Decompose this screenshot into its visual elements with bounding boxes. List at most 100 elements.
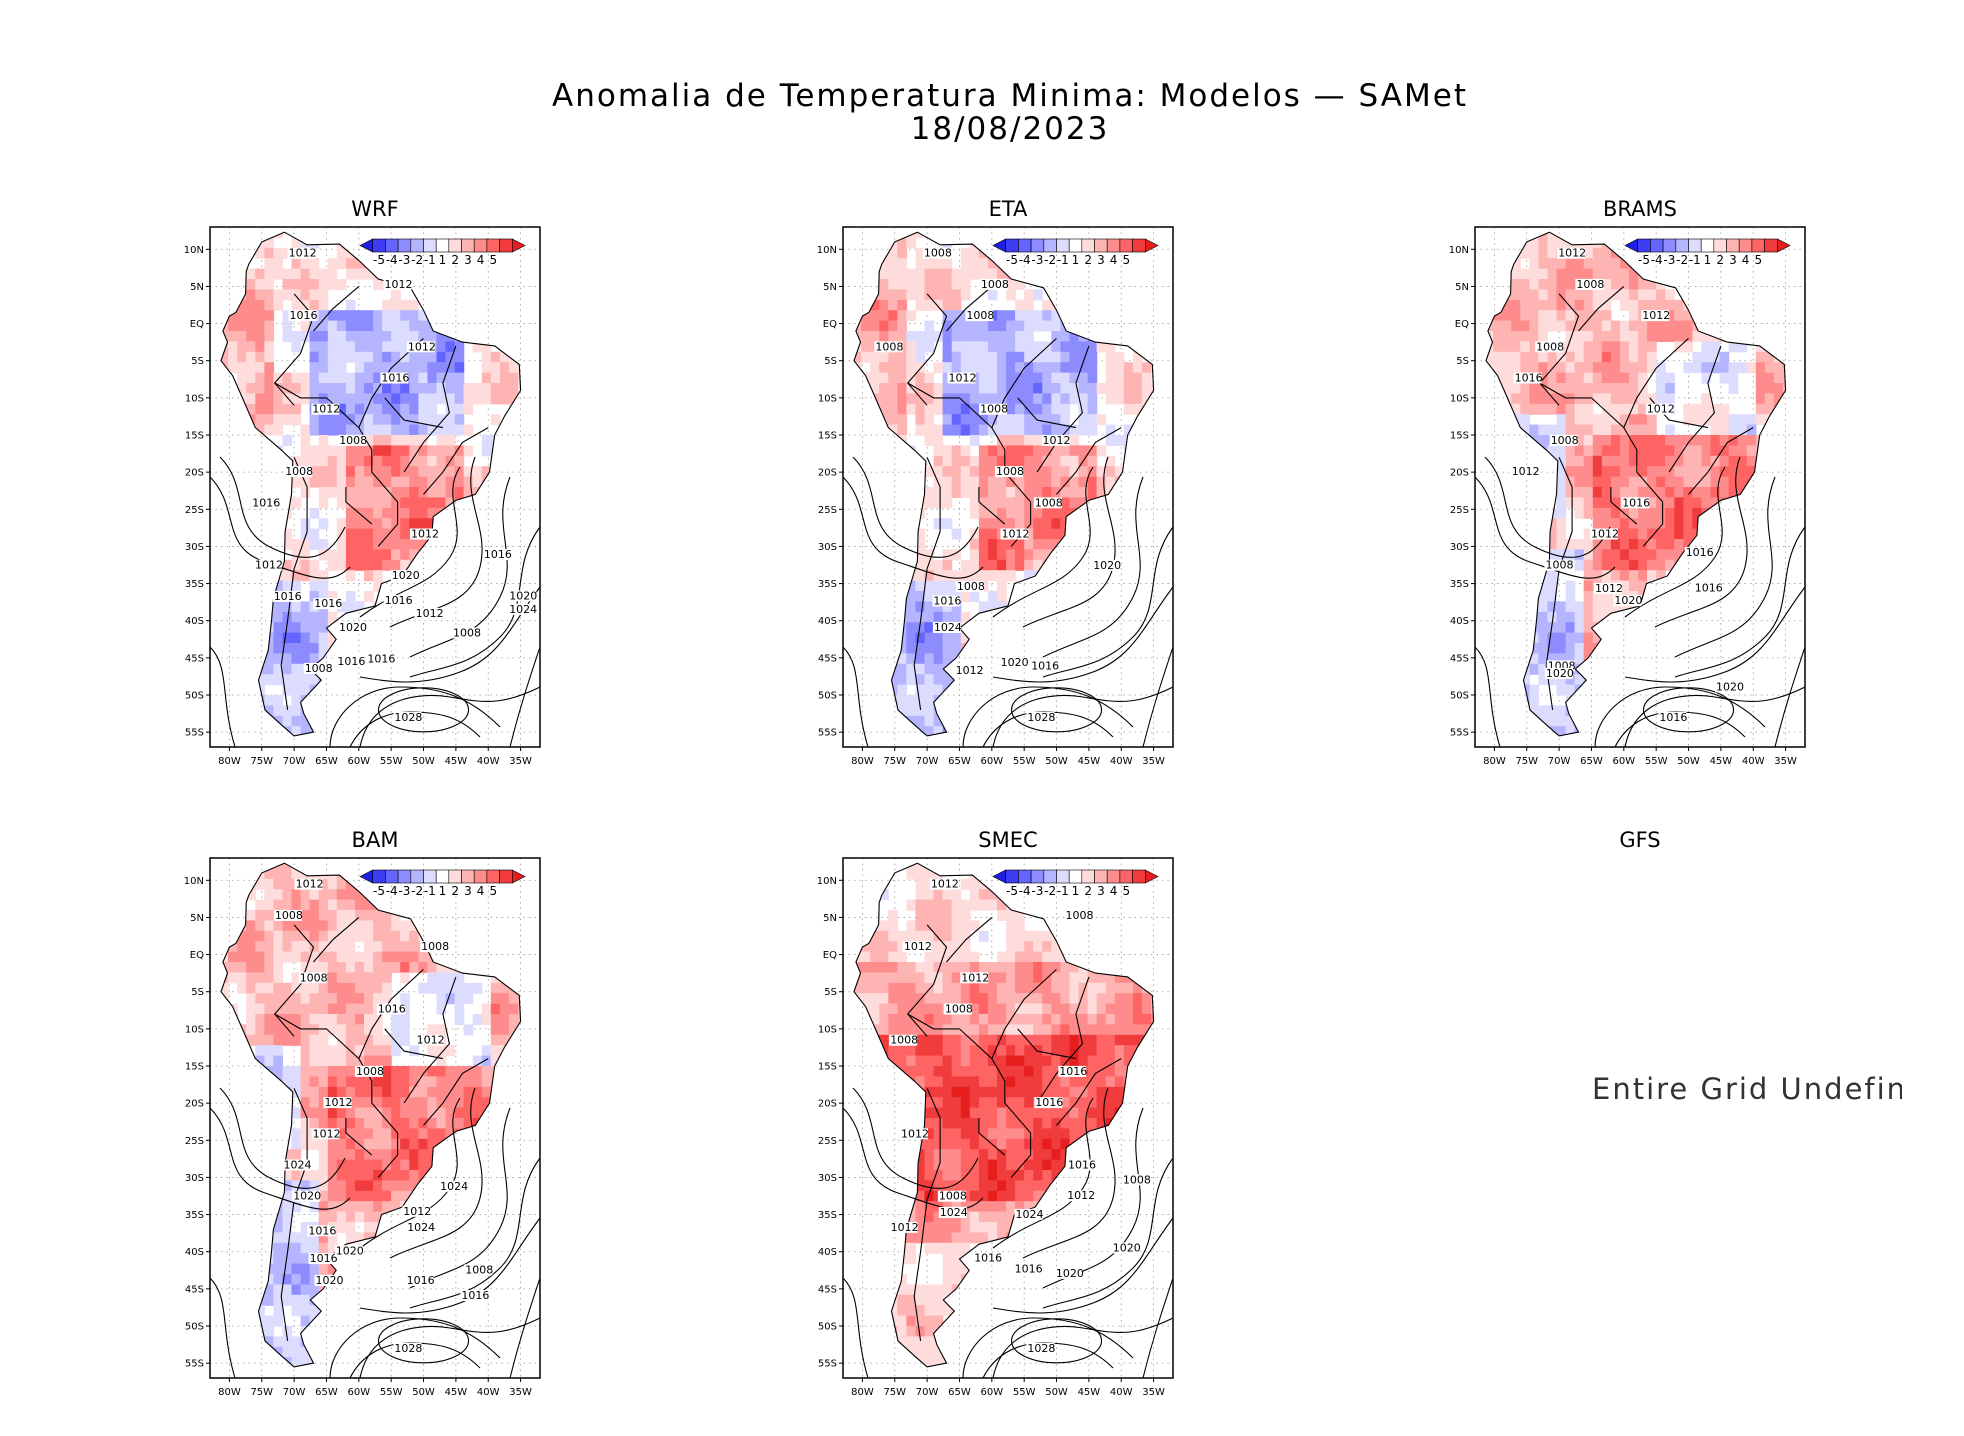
lat-tick-label: 20S (818, 1099, 837, 1110)
colorbar-label: -5 (373, 884, 385, 898)
isobar-label: 1008 (1035, 496, 1063, 509)
isobar-label: 1016 (1031, 660, 1059, 673)
isobar-labels: 1012 1008 1008 1008 1016 1012 1008 1012 1012 1024… (273, 878, 493, 1355)
isobar-label: 1008 (1123, 1173, 1151, 1186)
isobar-label-bg (311, 403, 340, 415)
isobar-label-bg (1594, 582, 1622, 594)
colorbar-label: 2 (451, 884, 459, 898)
isobar-label: 1008 (957, 580, 985, 593)
isobar-label-bg (292, 1190, 321, 1202)
isobar-label-bg (1033, 497, 1062, 509)
lat-tick-label: 5S (824, 987, 837, 998)
isobar-label: 1012 (1595, 582, 1623, 595)
isobar-label: 1020 (1001, 656, 1029, 669)
isobar-label: 1016 (407, 1274, 435, 1287)
isobar-label: 1008 (339, 434, 367, 447)
colorbar-label: -2 (1044, 253, 1056, 267)
lat-tick-label: 45S (1450, 653, 1469, 664)
isobar-label: 1016 (367, 652, 395, 665)
lat-tick-label: 25S (818, 1136, 837, 1147)
lat-tick-label: 30S (1450, 542, 1469, 553)
isobar-label: 1008 (421, 940, 449, 953)
lat-tick-label: 50S (818, 691, 837, 702)
isobar-label-bg (334, 1245, 363, 1257)
isobar-label: 1016 (1695, 582, 1723, 595)
isobar-labels: 1012101210161012101610121008100810161012… (251, 247, 537, 724)
colorbar-swatch (1726, 238, 1740, 253)
lon-tick-label: 75W (250, 1387, 273, 1398)
isobar-label: 1012 (385, 278, 413, 291)
isobar-labels: 1012 1008 1012 1012 1008 1008 1016 1016 1012 1016… (889, 878, 1151, 1355)
lat-tick-label: 25S (185, 1136, 204, 1147)
isobar-label-bg (383, 278, 412, 290)
isobar-label: 1020 (293, 1190, 321, 1203)
lat-tick-label: 35S (818, 579, 837, 590)
isobar-label: 1016 (933, 595, 961, 608)
colorbar-swatch (1700, 238, 1715, 253)
lat-tick-label: 5N (190, 282, 204, 293)
colorbar-swatch (1738, 238, 1753, 253)
borders (853, 231, 1155, 737)
isobar-label-bg (273, 909, 302, 921)
isobar-label: 1024 (940, 1206, 968, 1219)
colorbar-swatch (1056, 238, 1070, 253)
panel-title-wrf: WRF (351, 197, 399, 221)
colorbar-label: -1 (1057, 884, 1069, 898)
isobar-label-bg (1014, 1208, 1043, 1220)
panel-title-eta: ETA (988, 197, 1028, 221)
isobar-label-bg (1026, 712, 1055, 723)
lat-tick-label: 10S (185, 393, 204, 404)
map-border (842, 226, 1174, 748)
colorbar: -5 -4 -3 -2 -1 1 2 3 4 5 (992, 869, 1159, 898)
isobar-label-bg (937, 1190, 966, 1202)
isobar-label-bg (1111, 1242, 1140, 1254)
isobar-label-bg (960, 972, 989, 984)
lon-tick-label: 55W (1013, 756, 1036, 767)
isobar-label: 1028 (394, 711, 422, 724)
colorbar-swatch (1005, 869, 1019, 884)
lon-tick-label: 70W (1548, 756, 1571, 767)
isobar-label: 1016 (308, 1224, 336, 1237)
colorbar-label: -2 (1044, 884, 1056, 898)
colorbar-swatch (1081, 869, 1095, 884)
lon-tick-label: 55W (380, 756, 403, 767)
isobar-label: 1016 (337, 655, 365, 668)
map-panel-brams: 1012 1008 1012 1008 1016 1012 1008 1012 1016 1012… (1449, 226, 1806, 767)
colorbar-swatch (385, 238, 399, 253)
isobar-label-bg (1546, 660, 1575, 672)
lon-tick-label: 65W (948, 756, 971, 767)
lat-tick-label: 40S (818, 616, 837, 627)
colorbar-label: -2 (411, 253, 423, 267)
isobar-label-bg (954, 665, 983, 676)
isobar-label: 1008 (1576, 278, 1604, 291)
isobar-label: 1016 (378, 1003, 406, 1016)
isobar-label-bg (979, 278, 1008, 290)
isobar-label: 1016 (1035, 1096, 1063, 1109)
isobar-label-bg (482, 549, 511, 561)
colorbar-swatch (448, 869, 462, 884)
lat-tick-label: 50S (185, 1322, 204, 1333)
isobar-label-bg (1026, 1343, 1055, 1354)
isobar-labels: 1012 1008 1012 1008 1016 1012 1008 1012 1016 1012… (1510, 247, 1744, 724)
isobar-label-bg (1092, 559, 1121, 571)
isobar-label-bg (406, 1221, 435, 1233)
isobar-label-bg (282, 1159, 311, 1171)
isobar-label-bg (947, 372, 976, 384)
colorbar-swatch (1145, 238, 1159, 253)
isobar-label: 1016 (461, 1289, 489, 1302)
isobar-label-bg (1575, 278, 1604, 290)
isobar-label: 1008 (453, 626, 481, 639)
lon-tick-label: 80W (1483, 756, 1506, 767)
isobar-label: 1008 (465, 1263, 493, 1276)
colorbar-label: -5 (1006, 884, 1018, 898)
lon-tick-label: 60W (981, 1387, 1004, 1398)
figure-date: 18/08/2023 (910, 111, 1110, 147)
colorbar-label: 3 (464, 253, 472, 267)
colorbar-swatch (1030, 869, 1045, 884)
colorbar-label: -1 (424, 884, 436, 898)
colorbar-swatch (1018, 869, 1032, 884)
isobar-label-bg (979, 403, 1008, 415)
isobar-label: 1008 (996, 465, 1024, 478)
colorbar-label: -2 (1676, 253, 1688, 267)
isobar-label: 1012 (296, 878, 324, 891)
